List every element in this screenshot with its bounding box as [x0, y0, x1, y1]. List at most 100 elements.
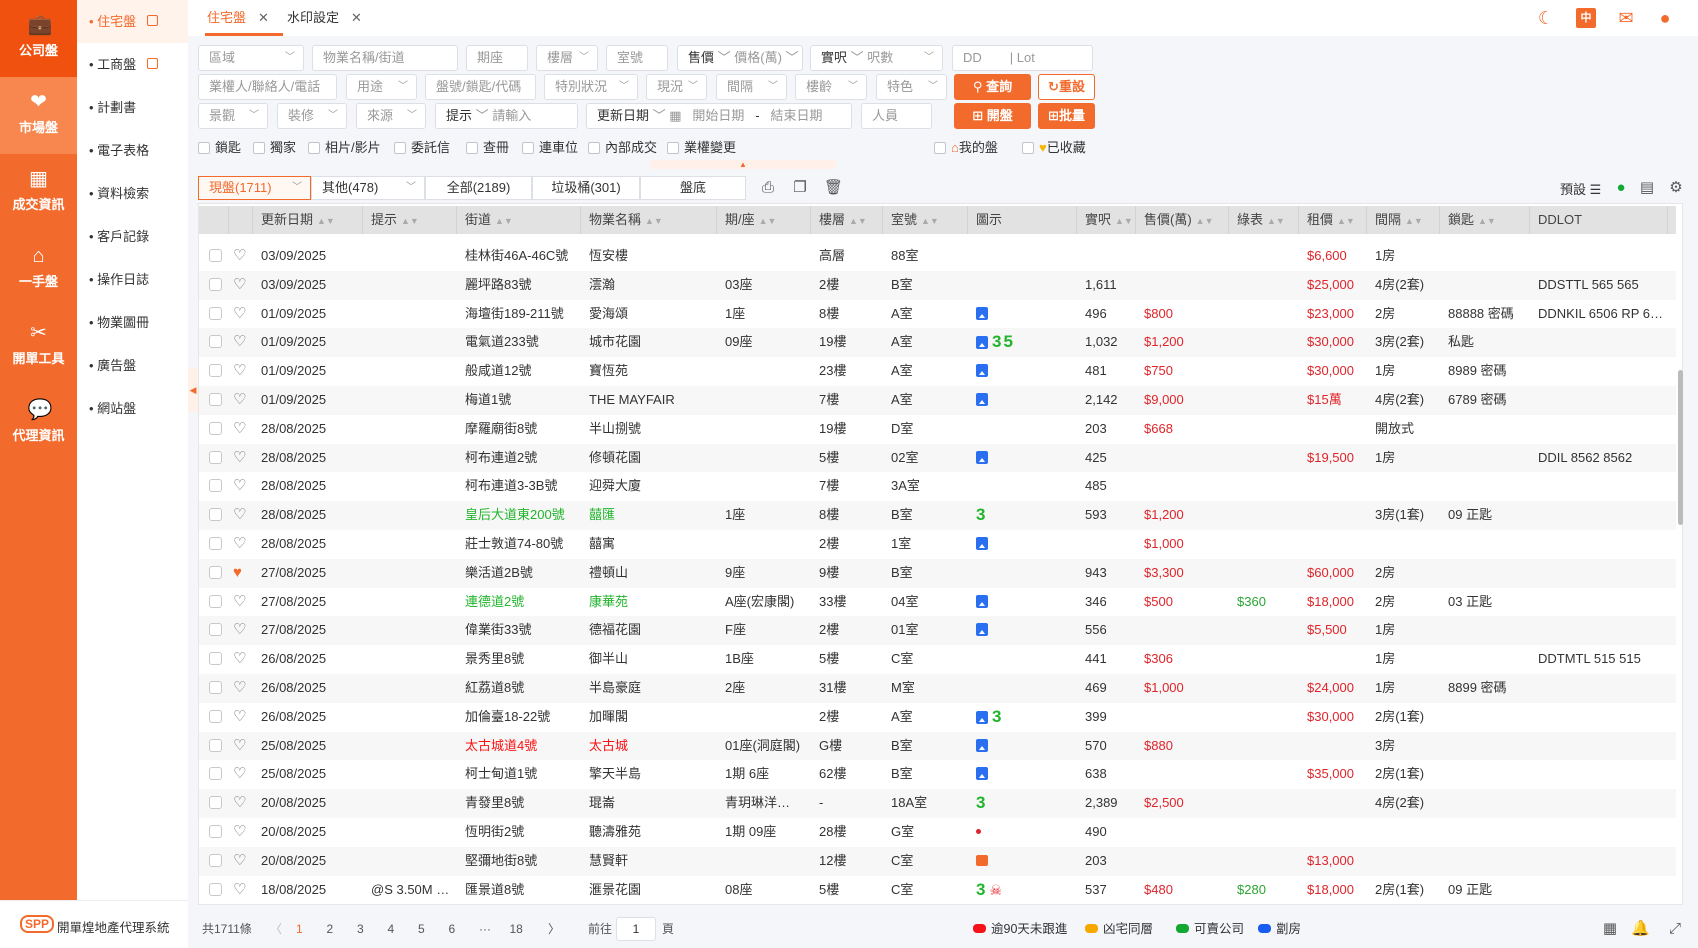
cell-street[interactable]: 偉業街33號	[465, 622, 532, 638]
mail-icon[interactable]: ✉	[1618, 8, 1634, 28]
photo-icon[interactable]	[976, 306, 988, 320]
row-checkbox[interactable]	[209, 450, 222, 464]
area-filter[interactable]: 實呎 ﹀ 呎數 ﹀	[810, 45, 943, 71]
row-select-cell[interactable]	[199, 645, 229, 674]
row-select-cell[interactable]	[199, 732, 229, 761]
favorite-cell[interactable]: ♡	[229, 415, 253, 444]
sort-icon[interactable]: ▲▼	[1337, 216, 1355, 226]
page-button[interactable]: 3	[357, 922, 364, 936]
row-checkbox[interactable]	[209, 508, 222, 522]
row-checkbox[interactable]	[209, 709, 222, 723]
column-header[interactable]: 租價 ▲▼	[1299, 206, 1367, 234]
date-range-picker[interactable]: 更新日期 ﹀ ▦ 開始日期 - 結束日期	[586, 103, 852, 129]
row-select-cell[interactable]	[199, 703, 229, 732]
sort-icon[interactable]: ▲▼	[1267, 216, 1285, 226]
table-row[interactable]: ♡ 28/08/2025 柯布連道3-3B號 迎舜大廈 7樓 3A室 485	[199, 472, 1676, 501]
checkbox-box[interactable]	[522, 142, 534, 154]
row-select-cell[interactable]	[199, 616, 229, 645]
price-filter[interactable]: 售價 ﹀ 價格(萬) ﹀	[677, 45, 803, 71]
row-select-cell[interactable]	[199, 472, 229, 501]
row-select-cell[interactable]	[199, 789, 229, 818]
popout-icon[interactable]	[147, 15, 158, 26]
table-row[interactable]: ♡ 01/09/2025 海壇街189-211號 愛海頌 1座 8樓 A室 496 $800 $2…	[199, 300, 1676, 329]
status-select[interactable]: 現況 ﹀	[646, 74, 707, 100]
cell-name[interactable]: 慧賢軒	[589, 852, 629, 868]
nav-item-2[interactable]: ▦ 成交資訊	[0, 154, 77, 231]
cell-name[interactable]: 修頓花園	[589, 449, 642, 465]
subnav-item-2[interactable]: • 計劃書	[89, 100, 137, 115]
checkbox-box[interactable]	[588, 142, 600, 154]
row-select-cell[interactable]	[199, 559, 229, 588]
cell-street[interactable]: 連德道2號	[465, 593, 525, 609]
filter-checkbox[interactable]: 業權變更	[667, 137, 736, 156]
row-checkbox[interactable]	[209, 652, 222, 666]
subnav-item-0[interactable]: • 住宅盤	[77, 0, 188, 43]
nav-item-4[interactable]: ✂ 開單工具	[0, 308, 77, 385]
subnav-item-4[interactable]: • 資料檢索	[89, 186, 150, 201]
quick-search-icon[interactable]: ●	[1616, 179, 1626, 196]
favorite-cell[interactable]: ♡	[229, 876, 253, 905]
sort-icon[interactable]: ▲▼	[758, 216, 777, 226]
heart-icon[interactable]: ♡	[233, 362, 247, 380]
row-select-cell[interactable]	[199, 760, 229, 789]
column-header[interactable]: 鎖匙 ▲▼	[1440, 206, 1530, 234]
photo-icon[interactable]	[976, 536, 988, 550]
heart-icon[interactable]: ♡	[233, 448, 247, 466]
chevron-down-icon[interactable]: ﹀	[406, 182, 416, 193]
checkbox-box[interactable]	[466, 142, 478, 154]
cell-street[interactable]: 柯士甸道1號	[465, 766, 538, 782]
hint-input[interactable]: 提示 ﹀ 請輸入	[435, 103, 578, 129]
cell-name[interactable]: 德福花園	[589, 622, 642, 638]
column-header[interactable]: 間隔 ▲▼	[1367, 206, 1440, 234]
cell-name[interactable]: 琨崙	[589, 795, 616, 811]
decor-select[interactable]: 裝修 ﹀	[277, 103, 347, 129]
nav-item-0[interactable]: 💼 公司盤	[0, 0, 77, 77]
heart-icon[interactable]: ♡	[233, 247, 247, 264]
row-select-cell[interactable]	[199, 357, 229, 386]
trash-icon[interactable]: 🗑	[824, 179, 844, 196]
heart-icon[interactable]: ♡	[233, 506, 247, 524]
favorite-cell[interactable]: ♡	[229, 386, 253, 415]
row-checkbox[interactable]	[209, 479, 222, 493]
row-select-cell[interactable]	[199, 588, 229, 617]
cell-name[interactable]: 寶恆苑	[589, 363, 629, 379]
photo-icon[interactable]	[976, 450, 988, 464]
heart-icon[interactable]: ♡	[233, 650, 247, 668]
sort-icon[interactable]: ▲▼	[921, 216, 939, 226]
table-row[interactable]: ♡ 20/08/2025 青發里8號 琨崙 青玥琳洋… - 18A室 3 2,389 $2,500…	[199, 789, 1676, 818]
filter-checkbox[interactable]: 委託信	[394, 137, 450, 156]
cell-street[interactable]: 恆明街2號	[465, 823, 525, 839]
subnav-item-9[interactable]: • 網站盤	[89, 401, 137, 416]
sort-icon[interactable]: ▲▼	[1405, 216, 1423, 226]
nav-item-3[interactable]: ⌂ 一手盤	[0, 231, 77, 308]
table-row[interactable]: ♡ 01/09/2025 電氣道233號 城市花園 09座 19樓 A室 35 1,032 $1,…	[199, 328, 1676, 358]
open-listing-button[interactable]: ⊞ 開盤	[954, 103, 1031, 129]
row-select-cell[interactable]	[199, 847, 229, 876]
favorite-cell[interactable]: ♡	[229, 501, 253, 530]
favorite-cell[interactable]: ♡	[229, 242, 253, 271]
gear-icon[interactable]: ⚙	[1669, 179, 1683, 196]
row-checkbox[interactable]	[209, 680, 222, 694]
block-input[interactable]: 期座	[466, 45, 528, 71]
user-icon[interactable]: ●	[1659, 8, 1671, 28]
filter-checkbox[interactable]: 連車位	[522, 137, 578, 156]
page-button[interactable]: ···	[479, 922, 491, 936]
source-select[interactable]: 來源 ﹀	[356, 103, 426, 129]
dd-lot-input[interactable]: DD | Lot	[952, 45, 1093, 71]
code-input[interactable]: 盤號/鎖匙/代碼	[425, 74, 536, 100]
favorite-cell[interactable]: ♥	[229, 559, 253, 588]
popout-icon[interactable]	[147, 58, 158, 69]
district-select[interactable]: 區域 ﹀	[198, 45, 304, 71]
table-row[interactable]: ♡ 01/09/2025 梅道1號 THE MAYFAIR 7樓 A室 2,142 $9,00…	[199, 385, 1676, 415]
segment-tab-0[interactable]: 現盤(1711) ﹀	[198, 176, 311, 200]
heart-icon[interactable]: ♥	[233, 563, 242, 581]
filter-checkbox[interactable]: 內部成交	[588, 137, 657, 156]
calculator-icon[interactable]: ▦	[1602, 920, 1618, 937]
subnav-item-6[interactable]: • 操作日誌	[89, 272, 150, 287]
row-checkbox[interactable]	[209, 738, 222, 752]
table-row[interactable]: ♡ 26/08/2025 景秀里8號 御半山 1B座 5樓 C室 441 $306 1房 DDTMT…	[199, 645, 1676, 674]
filter-checkbox[interactable]: 查冊	[466, 137, 509, 156]
favorite-cell[interactable]: ♡	[229, 760, 253, 789]
prev-page-button[interactable]: 〈	[270, 922, 283, 936]
heart-icon[interactable]: ♡	[233, 390, 247, 408]
